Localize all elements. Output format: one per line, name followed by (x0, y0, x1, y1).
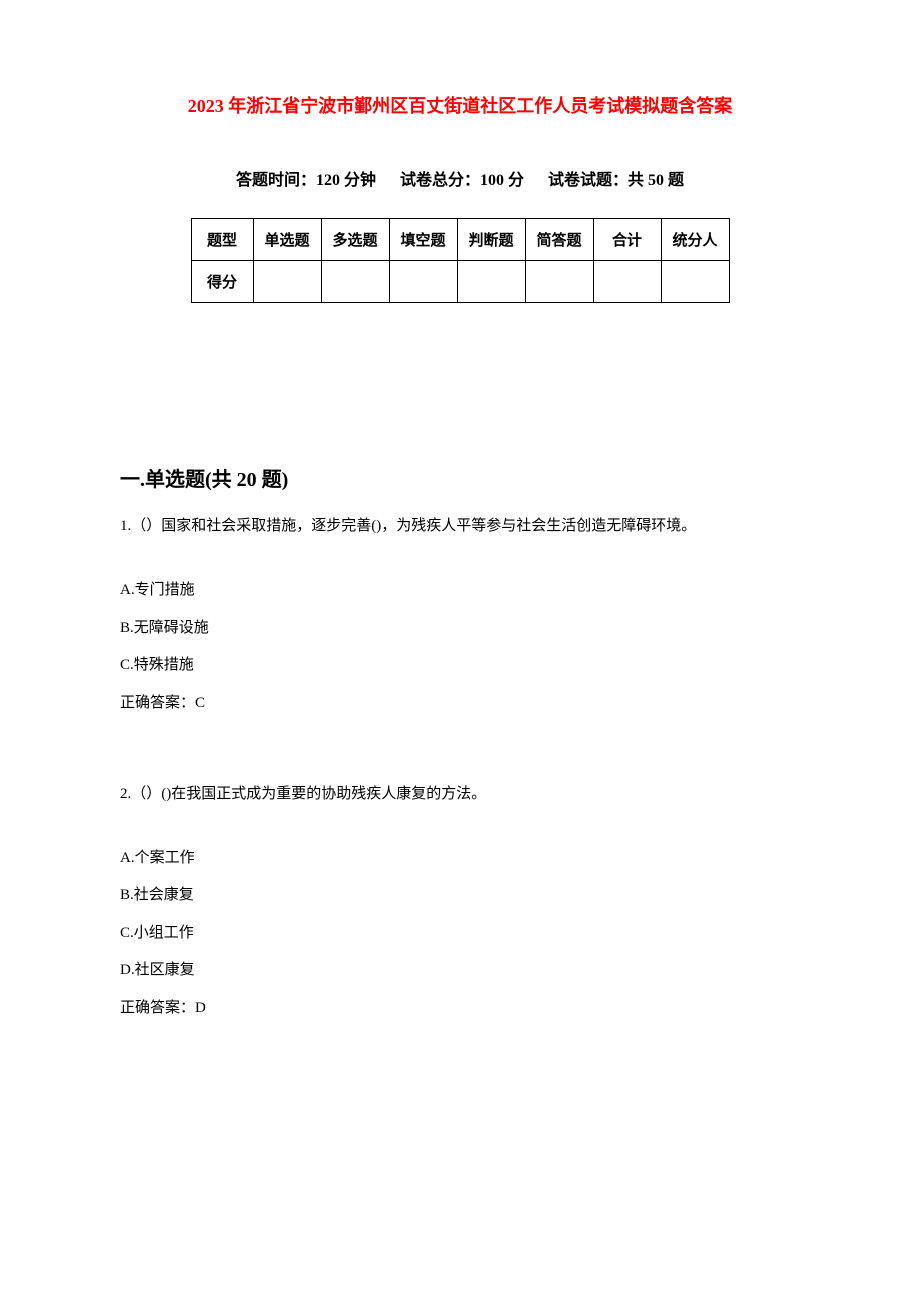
table-cell (457, 261, 525, 303)
question-text: 2.（）()在我国正式成为重要的协助残疾人康复的方法。 (120, 782, 800, 806)
table-cell: 单选题 (253, 219, 321, 261)
table-cell (389, 261, 457, 303)
question-options: A.专门措施 B.无障碍设施 C.特殊措施 (120, 578, 800, 679)
table-cell (593, 261, 661, 303)
table-cell: 多选题 (321, 219, 389, 261)
table-cell (525, 261, 593, 303)
option-c: C.特殊措施 (120, 653, 800, 679)
table-header-cell: 得分 (191, 261, 253, 303)
table-cell: 判断题 (457, 219, 525, 261)
section-title: 一.单选题(共 20 题) (120, 463, 800, 492)
exam-time-label: 答题时间：120 分钟 (236, 172, 376, 189)
option-c: C.小组工作 (120, 921, 800, 947)
table-row: 得分 (191, 261, 729, 303)
option-b: B.无障碍设施 (120, 616, 800, 642)
table-cell: 合计 (593, 219, 661, 261)
question-text: 1.（）国家和社会采取措施，逐步完善()，为残疾人平等参与社会生活创造无障碍环境… (120, 514, 800, 538)
exam-info-row: 答题时间：120 分钟 试卷总分：100 分 试卷试题：共 50 题 (120, 166, 800, 190)
table-cell (253, 261, 321, 303)
table-cell (321, 261, 389, 303)
table-row: 题型 单选题 多选题 填空题 判断题 简答题 合计 统分人 (191, 219, 729, 261)
score-table: 题型 单选题 多选题 填空题 判断题 简答题 合计 统分人 得分 (191, 218, 730, 303)
exam-total-score-label: 试卷总分：100 分 (400, 172, 524, 189)
option-b: B.社会康复 (120, 883, 800, 909)
table-cell: 填空题 (389, 219, 457, 261)
option-a: A.个案工作 (120, 846, 800, 872)
answer-text: 正确答案：D (120, 996, 800, 1017)
option-a: A.专门措施 (120, 578, 800, 604)
answer-text: 正确答案：C (120, 691, 800, 712)
question-options: A.个案工作 B.社会康复 C.小组工作 D.社区康复 (120, 846, 800, 984)
table-cell: 统分人 (661, 219, 729, 261)
table-header-cell: 题型 (191, 219, 253, 261)
table-cell (661, 261, 729, 303)
document-title: 2023 年浙江省宁波市鄞州区百丈街道社区工作人员考试模拟题含答案 (120, 92, 800, 118)
table-cell: 简答题 (525, 219, 593, 261)
option-d: D.社区康复 (120, 958, 800, 984)
exam-question-count-label: 试卷试题：共 50 题 (548, 172, 684, 189)
